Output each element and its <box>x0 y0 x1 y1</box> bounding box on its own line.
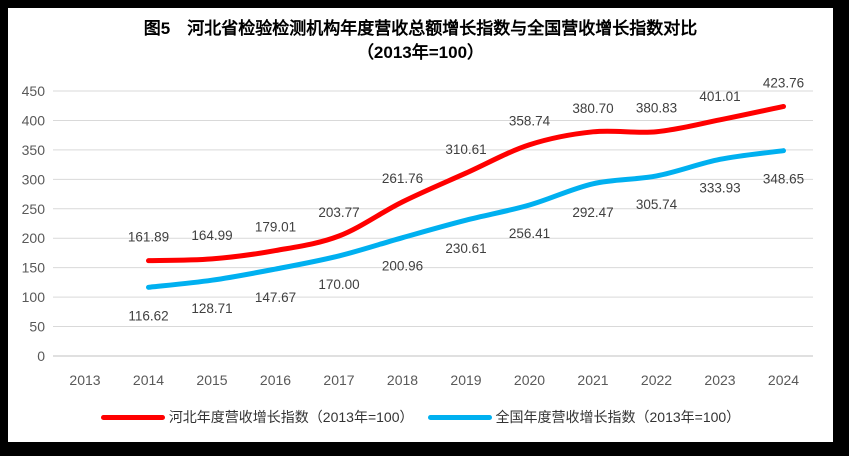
y-tick-label: 350 <box>22 142 46 158</box>
data-label: 256.41 <box>509 226 550 241</box>
x-tick-label: 2014 <box>133 372 164 388</box>
data-label: 179.01 <box>255 220 296 235</box>
x-tick-label: 2021 <box>577 372 608 388</box>
y-tick-label: 0 <box>37 348 45 364</box>
data-label: 161.89 <box>128 230 169 245</box>
data-label: 292.47 <box>572 205 613 220</box>
data-label: 128.71 <box>191 301 232 316</box>
data-label: 170.00 <box>318 277 359 292</box>
chart-title-line2: （2013年=100） <box>356 43 485 62</box>
x-tick-label: 2018 <box>387 372 418 388</box>
legend-item-national: 全国年度营收增长指数（2013年=100） <box>427 407 741 427</box>
chart-legend: 河北年度营收增长指数（2013年=100） 全国年度营收增长指数（2013年=1… <box>8 407 833 427</box>
x-tick-label: 2016 <box>260 372 291 388</box>
x-tick-label: 2023 <box>704 372 735 388</box>
data-label: 147.67 <box>255 290 296 305</box>
data-label: 348.65 <box>763 172 804 187</box>
data-label: 380.70 <box>572 101 613 116</box>
national-line-swatch <box>427 414 492 420</box>
chart-title-line1: 图5 河北省检验检测机构年度营收总额增长指数与全国营收增长指数对比 <box>143 19 698 38</box>
x-tick-label: 2022 <box>641 372 672 388</box>
y-tick-label: 450 <box>22 83 46 99</box>
hebei-series-line <box>146 103 786 264</box>
data-label: 401.01 <box>699 89 740 104</box>
y-tick-label: 50 <box>29 319 45 335</box>
data-label: 310.61 <box>445 142 486 157</box>
legend-label-national: 全国年度营收增长指数（2013年=100） <box>495 409 741 425</box>
x-tick-label: 2020 <box>514 372 545 388</box>
line-chart-canvas: 0 50 100 150 200 250 300 350 400 450 2013 2014 2015 2… <box>22 75 813 388</box>
y-tick-label: 300 <box>22 171 46 187</box>
data-label: 380.83 <box>636 101 677 116</box>
x-tick-label: 2017 <box>323 372 354 388</box>
y-tick-label: 200 <box>22 230 46 246</box>
data-label: 164.99 <box>191 228 232 243</box>
y-tick-label: 250 <box>22 201 46 217</box>
data-label: 261.76 <box>382 171 423 186</box>
data-label: 203.77 <box>318 205 359 220</box>
data-label: 230.61 <box>445 241 486 256</box>
data-label: 423.76 <box>763 75 804 90</box>
data-label: 116.62 <box>128 308 168 323</box>
data-label: 333.93 <box>699 180 740 195</box>
y-tick-label: 150 <box>22 260 46 276</box>
y-tick-label: 400 <box>22 112 46 128</box>
y-tick-label: 100 <box>22 289 46 305</box>
legend-label-hebei: 河北年度营收增长指数（2013年=100） <box>168 409 414 425</box>
x-tick-label: 2013 <box>69 372 100 388</box>
legend-item-hebei: 河北年度营收增长指数（2013年=100） <box>100 407 414 427</box>
x-tick-label: 2019 <box>450 372 481 388</box>
data-label: 305.74 <box>636 197 678 212</box>
national-series-line <box>146 148 786 290</box>
data-label: 358.74 <box>509 114 551 129</box>
data-label: 200.96 <box>382 259 423 274</box>
x-tick-label: 2015 <box>196 372 227 388</box>
x-tick-label: 2024 <box>768 372 799 388</box>
chart-frame: 图5 河北省检验检测机构年度营收总额增长指数与全国营收增长指数对比 （2013年… <box>8 8 833 442</box>
chart-title: 图5 河北省检验检测机构年度营收总额增长指数与全国营收增长指数对比 （2013年… <box>8 17 833 65</box>
hebei-line-swatch <box>100 414 165 420</box>
